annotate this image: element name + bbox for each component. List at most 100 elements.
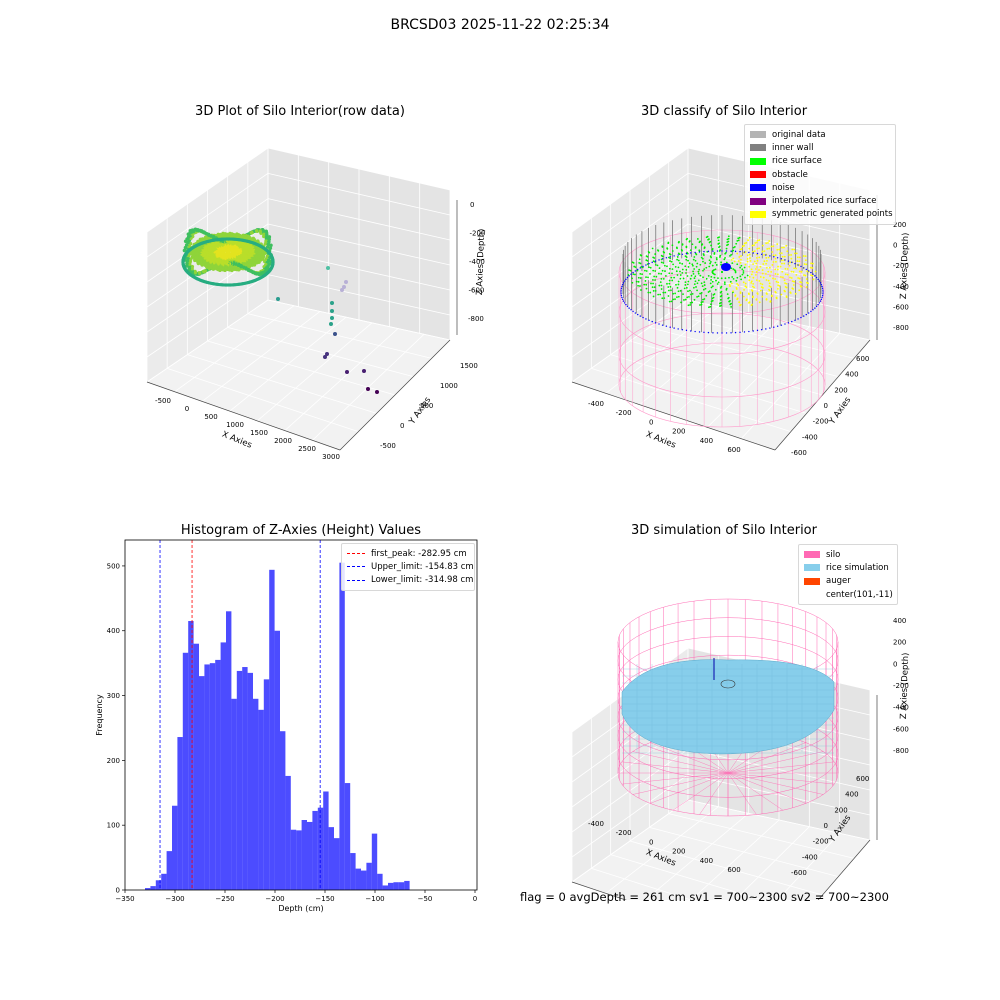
- x-tick-label: 200: [672, 428, 685, 436]
- histogram-bar: [372, 834, 377, 890]
- point: [711, 249, 713, 251]
- panel1-z-label: Z Axies (Depth): [475, 228, 487, 295]
- point: [654, 279, 656, 281]
- y-tick-label: -400: [802, 433, 818, 441]
- point: [712, 285, 714, 287]
- point: [694, 275, 696, 277]
- point: [745, 242, 747, 244]
- point: [806, 263, 808, 265]
- y-tick-label: 200: [834, 806, 847, 814]
- point: [781, 263, 783, 265]
- noise-point: [757, 253, 758, 254]
- histogram-bar: [377, 874, 382, 890]
- panel2-y-label: Y Axies: [827, 395, 854, 427]
- point: [711, 287, 713, 289]
- point: [765, 263, 767, 265]
- point: [329, 322, 333, 326]
- point: [765, 273, 767, 275]
- panel2-legend-item: obstacle: [750, 168, 890, 181]
- point: [694, 283, 696, 285]
- point: [639, 285, 641, 287]
- point: [653, 290, 655, 292]
- point: [756, 298, 758, 300]
- point: [747, 254, 749, 256]
- point: [805, 255, 807, 257]
- point: [641, 273, 643, 275]
- point: [690, 294, 692, 296]
- point: [684, 287, 686, 289]
- point: [762, 251, 764, 253]
- point: [717, 283, 719, 285]
- panel2-legend-label: interpolated rice surface: [772, 196, 877, 206]
- point: [765, 257, 767, 259]
- point: [330, 316, 334, 320]
- noise-point: [744, 251, 745, 252]
- noise-point: [708, 251, 709, 252]
- noise-point: [686, 330, 687, 331]
- point: [731, 262, 733, 264]
- point: [695, 280, 697, 282]
- point: [752, 277, 754, 279]
- point: [709, 259, 711, 261]
- x-tick-label: 400: [700, 857, 713, 865]
- point: [709, 242, 711, 244]
- noise-point: [817, 279, 818, 280]
- noise-point: [730, 332, 731, 333]
- point: [773, 261, 775, 263]
- point: [640, 289, 642, 291]
- point: [686, 287, 688, 289]
- point: [668, 272, 670, 274]
- point: [774, 291, 776, 293]
- noise-point: [620, 293, 621, 294]
- z-tick-label: 0: [893, 242, 897, 250]
- histogram-bar: [339, 563, 344, 890]
- panel2-legend-item: interpolated rice surface: [750, 194, 890, 207]
- panel2-3d-axes: -400-2000200400600 -600-400-2000200400600…: [500, 0, 1000, 500]
- point: [708, 266, 710, 268]
- y-tick-label: 400: [845, 791, 858, 799]
- point: [702, 270, 704, 272]
- point: [715, 262, 717, 264]
- point: [671, 280, 673, 282]
- point: [693, 287, 695, 289]
- point: [667, 242, 669, 244]
- point: [655, 264, 657, 266]
- noise-point: [655, 322, 656, 323]
- noise-point: [682, 329, 683, 330]
- panel2-legend-swatch: [750, 184, 766, 191]
- point: [714, 277, 716, 279]
- noise-point: [628, 275, 629, 276]
- point: [778, 249, 780, 251]
- noise-point: [690, 252, 691, 253]
- point: [691, 275, 693, 277]
- point: [751, 273, 753, 275]
- point: [681, 263, 683, 265]
- noise-point: [784, 259, 785, 260]
- point: [762, 273, 764, 275]
- point: [795, 268, 797, 270]
- noise-point: [624, 280, 625, 281]
- point: [777, 288, 779, 290]
- histogram-bar: [210, 663, 215, 890]
- point: [727, 293, 729, 295]
- y-tick-label: 400: [845, 371, 858, 379]
- noise-point: [744, 331, 745, 332]
- point: [706, 236, 708, 238]
- point: [702, 285, 704, 287]
- point: [703, 281, 705, 283]
- histogram-bar: [150, 886, 155, 890]
- noise-point: [717, 250, 718, 251]
- point: [664, 270, 666, 272]
- point: [679, 253, 681, 255]
- point: [736, 253, 738, 255]
- point: [658, 273, 660, 275]
- noise-point: [788, 260, 789, 261]
- point: [806, 286, 808, 288]
- point: [680, 274, 682, 276]
- point: [692, 271, 694, 273]
- point: [647, 292, 649, 294]
- point: [761, 283, 763, 285]
- point: [748, 279, 750, 281]
- point: [261, 250, 265, 254]
- point: [672, 299, 674, 301]
